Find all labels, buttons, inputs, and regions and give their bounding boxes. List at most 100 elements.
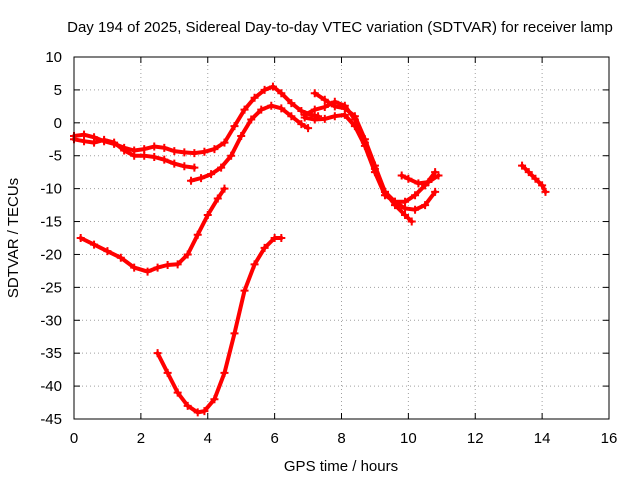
series-arc-2 <box>70 135 199 172</box>
data-point <box>320 103 329 112</box>
data-point <box>434 171 443 180</box>
y-tick-label: 10 <box>45 49 62 66</box>
data-point <box>257 105 266 114</box>
data-point <box>140 151 149 160</box>
data-point <box>541 187 550 196</box>
y-tick-label: -45 <box>40 411 62 428</box>
series-arc-7 <box>397 171 443 188</box>
data-point <box>287 99 296 108</box>
y-tick-label: -15 <box>40 214 62 231</box>
data-point <box>431 187 440 196</box>
data-point <box>411 191 420 200</box>
data-point <box>120 146 129 155</box>
y-axis-label: SDTVAR / TECUs <box>5 178 22 298</box>
data-point <box>217 163 226 172</box>
data-point <box>370 168 379 177</box>
data-point <box>100 135 109 144</box>
series-arc-8 <box>76 184 229 276</box>
data-point <box>193 408 202 417</box>
y-tick-label: -40 <box>40 378 62 395</box>
data-point <box>150 153 159 162</box>
data-point <box>153 263 162 272</box>
data-point <box>424 178 433 187</box>
data-point <box>340 110 349 119</box>
data-point <box>310 115 319 124</box>
data-point <box>330 97 339 106</box>
data-point <box>310 89 319 98</box>
data-point <box>268 82 277 91</box>
y-tick-label: -30 <box>40 312 62 329</box>
x-tick-label: 2 <box>137 430 145 447</box>
data-point <box>173 388 182 397</box>
data-point <box>170 147 179 156</box>
data-point <box>193 230 202 239</box>
data-point <box>150 142 159 151</box>
data-point <box>187 176 196 185</box>
data-point <box>304 124 313 133</box>
data-point <box>163 260 172 269</box>
x-tick-label: 14 <box>534 430 551 447</box>
y-tick-label: -35 <box>40 345 62 362</box>
data-point <box>180 148 189 157</box>
series-arc-6 <box>300 110 440 214</box>
data-point <box>240 286 249 295</box>
x-tick-label: 12 <box>467 430 484 447</box>
data-point <box>173 260 182 269</box>
data-point <box>197 174 206 183</box>
data-point <box>267 101 276 110</box>
data-point <box>170 159 179 168</box>
data-point <box>103 247 112 256</box>
series-arc-1 <box>70 82 323 158</box>
data-point <box>277 104 286 113</box>
x-tick-label: 8 <box>337 430 345 447</box>
data-point <box>277 234 286 242</box>
data-point <box>163 368 172 377</box>
y-tick-label: 0 <box>54 115 62 132</box>
data-point <box>80 137 89 146</box>
data-point <box>220 184 229 193</box>
data-point <box>90 240 99 249</box>
data-point <box>116 253 125 262</box>
ticks: 0 2 4 6 8 10 12 14 16 10 5 0 -5 -10 -15 -20 -25 -30 -35 -40… <box>40 49 617 447</box>
series-line <box>78 186 227 274</box>
data-point <box>250 260 259 269</box>
y-tick-label: -25 <box>40 279 62 296</box>
y-tick-label: 5 <box>54 82 62 99</box>
data-point <box>404 174 413 183</box>
series-group <box>70 82 550 417</box>
data-point <box>220 138 229 147</box>
data-point <box>518 161 527 170</box>
data-point <box>160 155 169 164</box>
data-point <box>421 201 430 210</box>
data-point <box>360 141 369 150</box>
data-point <box>350 122 359 131</box>
data-point <box>240 105 249 114</box>
data-point <box>130 151 139 160</box>
series-arc-10 <box>518 161 550 196</box>
data-point <box>230 122 239 131</box>
data-point <box>270 234 279 242</box>
y-tick-label: -10 <box>40 181 62 198</box>
x-tick-label: 0 <box>70 430 78 447</box>
data-point <box>180 162 189 171</box>
data-point <box>310 105 319 114</box>
data-point <box>300 113 309 122</box>
data-point <box>160 143 169 152</box>
data-point <box>397 171 406 180</box>
data-point <box>213 194 222 203</box>
data-point <box>247 115 256 124</box>
data-point <box>391 197 399 206</box>
data-point <box>220 368 229 377</box>
data-point <box>153 349 162 358</box>
data-point <box>287 112 296 121</box>
x-tick-label: 4 <box>204 430 212 447</box>
data-point <box>297 120 306 129</box>
data-point <box>207 170 216 179</box>
data-point <box>414 179 423 188</box>
data-point <box>90 138 99 147</box>
series-line <box>155 236 284 415</box>
grid <box>74 57 609 419</box>
data-point <box>237 131 246 140</box>
